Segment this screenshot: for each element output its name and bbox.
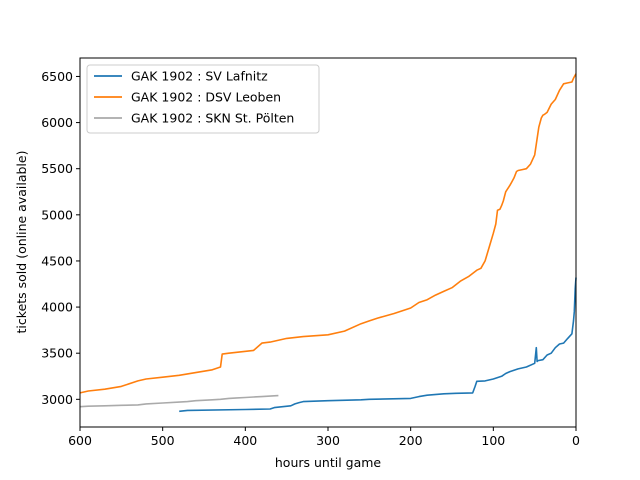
- y-tick-label: 3000: [41, 392, 73, 407]
- legend-label-1: GAK 1902 : SV Lafnitz: [131, 69, 268, 84]
- legend-label-2: GAK 1902 : DSV Leoben: [131, 90, 281, 105]
- x-tick-label: 200: [399, 433, 423, 448]
- x-tick-label: 600: [68, 433, 92, 448]
- y-tick-label: 3500: [41, 346, 73, 361]
- series-line-1: [179, 277, 577, 413]
- y-tick-label: 5000: [41, 207, 73, 222]
- x-tick-label: 100: [481, 433, 505, 448]
- y-tick-label: 6000: [41, 115, 73, 130]
- legend: GAK 1902 : SV Lafnitz GAK 1902 : DSV Leob…: [86, 64, 320, 134]
- x-axis-label: hours until game: [275, 455, 382, 470]
- x-tick-label: 400: [233, 433, 257, 448]
- legend-label-3: GAK 1902 : SKN St. Pölten: [131, 111, 294, 126]
- y-tick-label: 5500: [41, 161, 73, 176]
- y-axis-label: tickets sold (online available): [14, 151, 29, 334]
- legend-box: [86, 64, 320, 134]
- y-axis-ticks: 3000 3500 4000 4500 5000 5500 6000 6500: [41, 69, 80, 407]
- x-tick-label: 500: [151, 433, 175, 448]
- x-tick-label: 0: [572, 433, 580, 448]
- x-tick-label: 300: [316, 433, 340, 448]
- y-tick-label: 6500: [41, 69, 73, 84]
- y-tick-label: 4500: [41, 253, 73, 268]
- y-tick-label: 4000: [41, 300, 73, 315]
- x-axis-ticks: 600 500 400 300 200 100 0: [68, 427, 580, 448]
- series-lines: [79, 73, 577, 413]
- series-line-2: [79, 73, 577, 394]
- series-line-3: [79, 394, 279, 408]
